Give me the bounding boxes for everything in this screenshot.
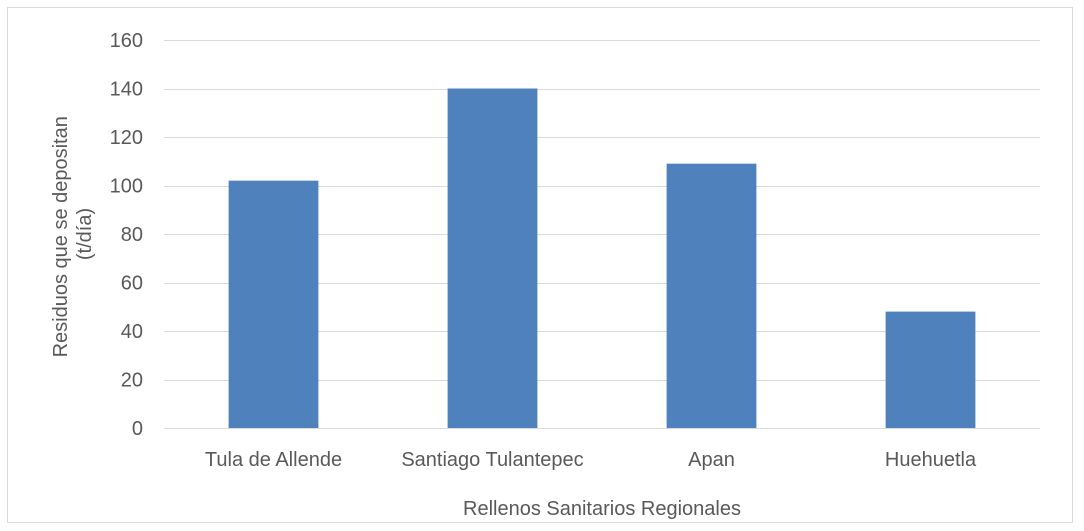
bar [447,88,538,428]
x-axis-ticks: Tula de Allende Santiago Tulantepec Apan Hu… [205,449,977,471]
y-axis-ticks: 0 20 40 60 80 100 120 140 160 [110,30,143,440]
y-axis-title-line-1: Residuos que se depositan [50,116,72,357]
y-tick-label: 20 [121,370,143,392]
y-tick-label: 100 [110,176,143,198]
y-tick-label: 60 [121,273,143,295]
y-tick-label: 140 [110,79,143,101]
bar [228,180,319,428]
x-tick-label: Santiago Tulantepec [401,449,583,471]
y-tick-label: 160 [110,30,143,52]
y-tick-label: 40 [121,321,143,343]
y-tick-label: 80 [121,224,143,246]
x-axis-title: Rellenos Sanitarios Regionales [463,498,741,520]
y-axis-title-line-2: (t/día) [74,208,96,260]
x-tick-label: Tula de Allende [205,449,342,471]
bar [885,311,976,428]
y-tick-label: 120 [110,127,143,149]
chart-frame [7,7,1073,523]
x-tick-label: Huehuetla [885,449,977,471]
bar [666,163,757,429]
x-tick-label: Apan [688,449,735,471]
y-tick-label: 0 [132,418,143,440]
y-axis-title: Residuos que se depositan (t/día) [50,111,96,358]
bars [228,88,976,429]
